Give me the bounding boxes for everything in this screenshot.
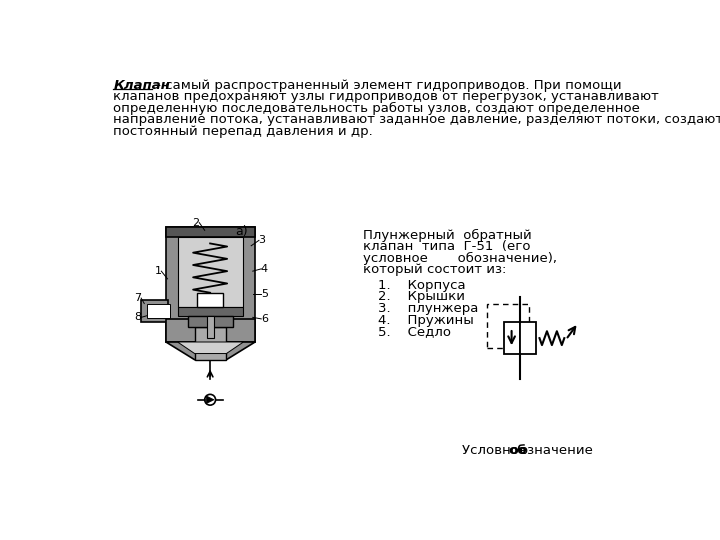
Polygon shape — [178, 342, 243, 354]
Polygon shape — [147, 304, 170, 318]
Bar — [487, 303, 528, 348]
Text: 2.    Крышки: 2. Крышки — [378, 291, 465, 303]
Polygon shape — [206, 396, 214, 403]
Bar — [504, 322, 520, 354]
Text: 4: 4 — [261, 264, 268, 274]
Text: постоянный перепад давления и др.: постоянный перепад давления и др. — [113, 125, 373, 138]
Polygon shape — [166, 319, 255, 342]
Text: 5.    Седло: 5. Седло — [378, 325, 451, 338]
Text: 5: 5 — [261, 289, 268, 299]
Text: 4.    Пружины: 4. Пружины — [378, 314, 474, 327]
Text: означение: означение — [519, 444, 593, 457]
Polygon shape — [141, 300, 168, 322]
Polygon shape — [194, 327, 226, 360]
Text: 6: 6 — [261, 314, 268, 324]
Text: направление потока, устанавливают заданное давление, разделяют потоки, создают: направление потока, устанавливают заданн… — [113, 113, 720, 126]
Text: определенную последовательность работы узлов, создают определенное: определенную последовательность работы у… — [113, 102, 640, 115]
Bar — [520, 322, 536, 354]
Polygon shape — [166, 226, 255, 342]
Text: - самый распространенный элемент гидроприводов. При помощи: - самый распространенный элемент гидропр… — [152, 79, 621, 92]
Polygon shape — [189, 316, 233, 327]
Text: 3: 3 — [258, 235, 266, 245]
Text: клапанов предохраняют узлы гидроприводов от перегрузок, устанавливают: клапанов предохраняют узлы гидроприводов… — [113, 90, 659, 103]
Text: Клапан: Клапан — [113, 79, 170, 92]
Text: 1: 1 — [155, 266, 162, 276]
Text: Плунжерный  обратный: Плунжерный обратный — [363, 229, 531, 242]
Text: 1.    Корпуса: 1. Корпуса — [378, 279, 466, 292]
Polygon shape — [197, 293, 223, 307]
Text: 8: 8 — [135, 312, 142, 322]
Text: условное       обозначение),: условное обозначение), — [363, 252, 557, 265]
Polygon shape — [166, 342, 255, 360]
Polygon shape — [166, 226, 255, 237]
Text: 7: 7 — [135, 293, 142, 303]
Text: который состоит из:: который состоит из: — [363, 264, 506, 276]
Text: 3.    плунжера: 3. плунжера — [378, 302, 479, 315]
Polygon shape — [207, 316, 214, 338]
Polygon shape — [178, 237, 243, 307]
Text: а): а) — [235, 225, 248, 238]
Polygon shape — [178, 307, 243, 316]
Text: 2: 2 — [193, 218, 199, 228]
Text: об: об — [508, 444, 527, 457]
Text: клапан  типа  Г-51  (его: клапан типа Г-51 (его — [363, 240, 531, 253]
Text: Условное: Условное — [462, 444, 531, 457]
